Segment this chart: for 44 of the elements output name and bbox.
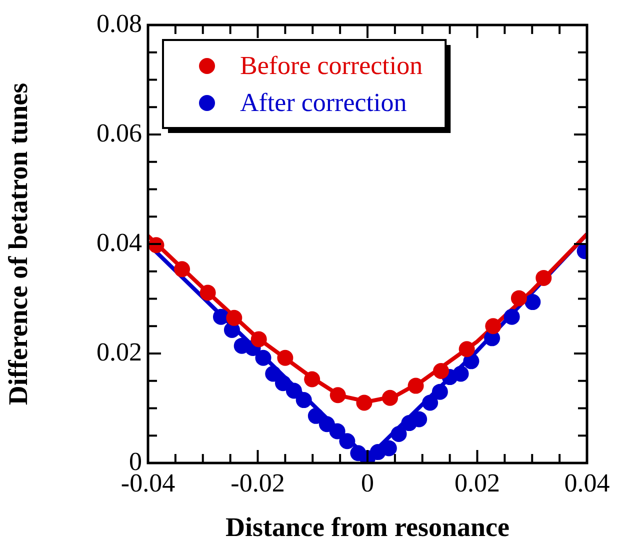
point [485,318,502,334]
y-tick-label: 0.06 [96,118,142,148]
point [432,384,448,400]
point [174,261,190,278]
point [504,308,520,325]
legend-label: After correction [240,88,407,117]
point [382,390,398,406]
y-tick-label: 0.04 [96,228,142,257]
point [356,394,372,411]
point [422,394,438,411]
point [308,408,324,424]
point [433,363,450,380]
point [408,378,424,394]
point [411,411,428,428]
point [277,350,294,366]
point [274,375,291,392]
point [329,423,346,440]
point [452,366,469,382]
point [212,308,229,325]
point [286,382,302,399]
x-tick-label: 0.04 [564,468,610,498]
x-tick-label: -0.02 [230,468,285,498]
point [339,433,356,450]
point [510,290,527,306]
x-axis-title: Distance from resonance [226,512,510,542]
y-tick-label: 0.08 [96,8,142,38]
point [250,331,267,348]
point [330,387,346,404]
point [524,294,541,310]
point [265,366,282,382]
point [390,426,407,442]
point [255,350,272,366]
legend-label: Before correction [240,50,423,80]
x-tick-label: 0 [361,468,374,498]
point [536,270,552,286]
point [200,284,216,301]
y-tick-label: 0.02 [96,337,142,366]
point [296,392,312,408]
point [380,440,397,456]
point [458,341,475,358]
x-tick-label: 0.02 [454,468,500,498]
point [226,310,242,326]
y-axis-title: Difference of betatron tunes [3,82,34,406]
point [304,371,320,388]
